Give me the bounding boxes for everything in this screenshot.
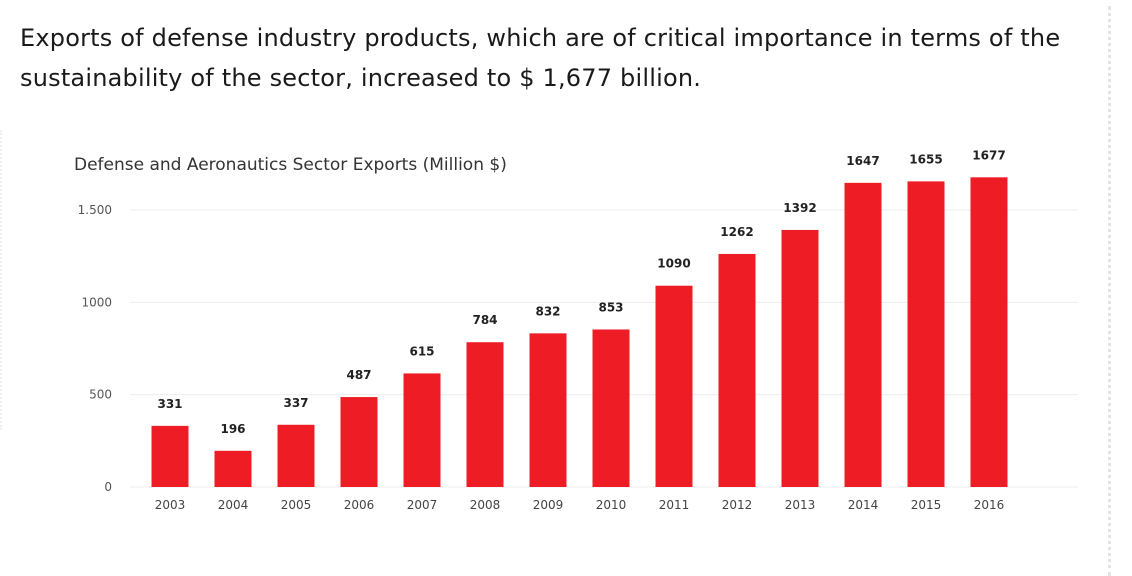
data-label-2012: 1262 — [720, 225, 753, 239]
data-label-2007: 615 — [409, 344, 434, 358]
right-divider — [1108, 6, 1111, 576]
bar-2010 — [592, 329, 630, 487]
x-tick-label: 2007 — [407, 498, 438, 512]
bar-2003 — [151, 425, 189, 487]
data-label-2010: 853 — [598, 300, 623, 314]
x-tick-label: 2010 — [596, 498, 627, 512]
bar-2006 — [340, 397, 378, 487]
x-tick-label: 2012 — [722, 498, 753, 512]
x-tick-label: 2013 — [785, 498, 816, 512]
data-labels: 331 196 337 487 615 784 832 853 1090 1262 1392 1647… — [157, 148, 1005, 435]
x-axis-ticks: 2003 2004 2005 2006 2007 2008 2009 2010 2011 2012… — [155, 498, 1005, 512]
bar-2007 — [403, 373, 441, 487]
headline: Exports of defense industry products, wh… — [20, 24, 1061, 92]
x-tick-label: 2014 — [848, 498, 879, 512]
y-tick-label: 1000 — [81, 295, 112, 309]
x-tick-label: 2015 — [911, 498, 942, 512]
bar-2013 — [781, 229, 819, 487]
bar-2016 — [970, 177, 1008, 487]
x-tick-label: 2005 — [281, 498, 312, 512]
data-label-2003: 331 — [157, 397, 182, 411]
x-tick-label: 2008 — [470, 498, 501, 512]
data-label-2008: 784 — [472, 313, 497, 327]
x-tick-label: 2003 — [155, 498, 186, 512]
x-tick-label: 2006 — [344, 498, 375, 512]
y-axis-ticks: 0 500 1000 1.500 — [78, 203, 112, 494]
bar-2009 — [529, 333, 567, 487]
chart-title: Defense and Aeronautics Sector Exports (… — [74, 155, 507, 175]
bar-2014 — [844, 182, 882, 487]
bar-2005 — [277, 424, 315, 487]
bar-2004 — [214, 450, 252, 487]
x-tick-label: 2016 — [974, 498, 1005, 512]
y-tick-label: 1.500 — [78, 203, 112, 217]
x-tick-label: 2011 — [659, 498, 690, 512]
data-label-2005: 337 — [283, 396, 308, 410]
bars — [151, 177, 1008, 488]
data-label-2013: 1392 — [783, 201, 816, 215]
bar-2008 — [466, 342, 504, 487]
y-tick-label: 500 — [89, 388, 112, 402]
bar-2011 — [655, 285, 693, 487]
data-label-2009: 832 — [535, 304, 560, 318]
left-divider — [0, 130, 2, 430]
x-tick-label: 2004 — [218, 498, 249, 512]
data-label-2011: 1090 — [657, 257, 690, 271]
data-label-2004: 196 — [220, 422, 245, 436]
bar-2012 — [718, 253, 756, 487]
data-label-2016: 1677 — [972, 148, 1005, 162]
data-label-2006: 487 — [346, 368, 371, 382]
y-tick-label: 0 — [104, 480, 112, 494]
x-tick-label: 2009 — [533, 498, 564, 512]
data-label-2014: 1647 — [846, 154, 879, 168]
data-label-2015: 1655 — [909, 152, 942, 166]
bar-2015 — [907, 181, 945, 488]
